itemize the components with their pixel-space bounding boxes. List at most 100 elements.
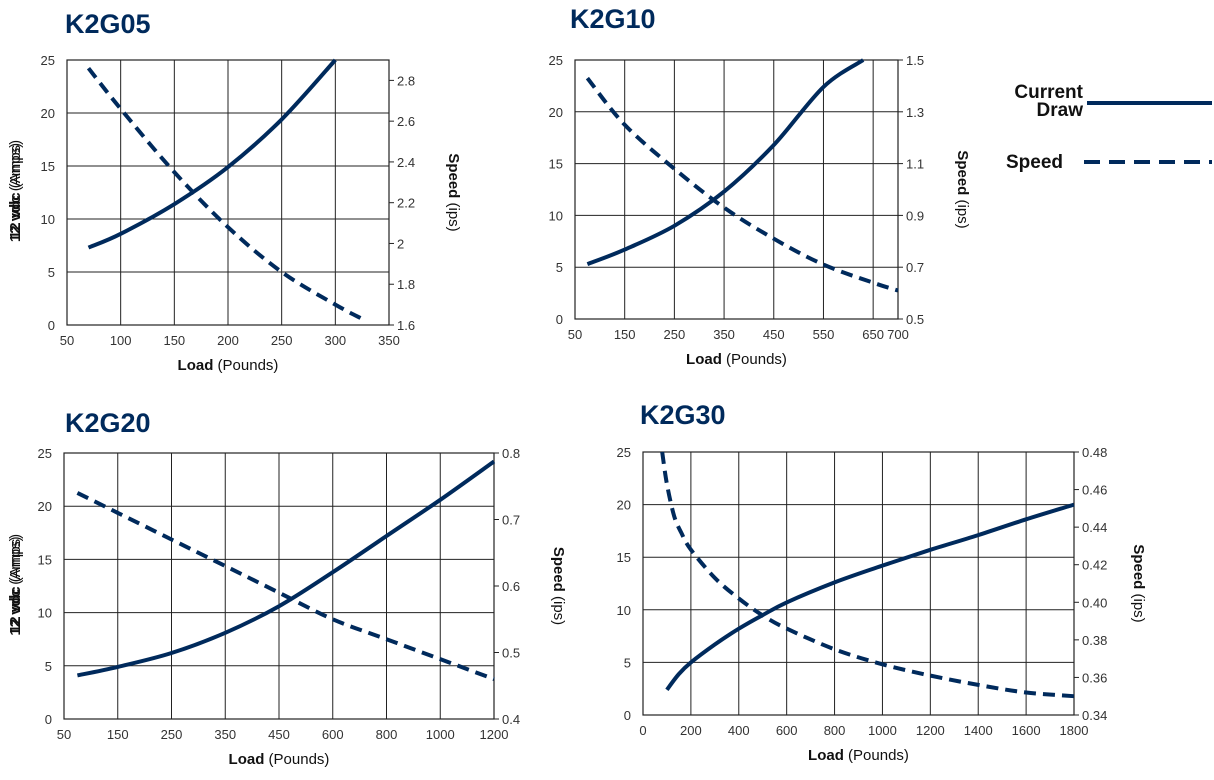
current-series-line	[87, 58, 337, 250]
y-tick-label: 0	[556, 312, 563, 327]
y-tick-label: 15	[38, 552, 52, 567]
y2-tick-label: 0.7	[906, 260, 924, 275]
y2-tick-label: 0.5	[502, 646, 520, 661]
y2-tick-label: 0.6	[502, 579, 520, 594]
y2-tick-label: 1.3	[906, 105, 924, 120]
chart-title: K2G10	[570, 4, 656, 34]
y-tick-label: 20	[617, 498, 631, 513]
legend-label-speed: Speed	[1006, 152, 1063, 173]
y2-axis-label: Speed (ips)	[954, 150, 971, 228]
x-tick-label: 250	[271, 333, 293, 348]
y-tick-label: 0	[624, 708, 631, 723]
y2-tick-label: 0.4	[502, 712, 520, 727]
y-tick-label: 10	[41, 212, 55, 227]
y-tick-label: 5	[624, 655, 631, 670]
x-tick-label: 100	[110, 333, 132, 348]
x-tick-label: 1800	[1060, 723, 1089, 738]
x-tick-label: 1600	[1012, 723, 1041, 738]
x-tick-label: 50	[57, 727, 71, 742]
x-tick-label: 450	[268, 727, 290, 742]
x-tick-label: 700	[887, 327, 909, 342]
y-tick-label: 15	[617, 550, 631, 565]
x-tick-label: 400	[728, 723, 750, 738]
y-tick-label: 20	[38, 499, 52, 514]
y2-tick-label: 2.4	[397, 155, 415, 170]
x-tick-label: 50	[568, 327, 582, 342]
x-tick-label: 1000	[868, 723, 897, 738]
y-tick-label: 25	[38, 446, 52, 461]
x-tick-label: 350	[214, 727, 236, 742]
speed-series-line	[86, 66, 364, 321]
speed-series-line	[660, 451, 1075, 699]
y-tick-label: 20	[41, 106, 55, 121]
x-tick-label: 1200	[916, 723, 945, 738]
y2-tick-label: 0.48	[1082, 445, 1107, 460]
current-series-line	[76, 459, 496, 678]
chart-title: K2G30	[640, 400, 726, 430]
x-tick-label: 800	[376, 727, 398, 742]
x-tick-label: 350	[713, 327, 735, 342]
y2-tick-label: 1.6	[397, 318, 415, 333]
x-tick-label: 450	[763, 327, 785, 342]
y2-axis-label: Speed (ips)	[550, 547, 567, 625]
y-tick-label: 25	[617, 445, 631, 460]
x-tick-label: 600	[776, 723, 798, 738]
x-tick-label: 150	[163, 333, 185, 348]
y2-tick-label: 0.8	[502, 446, 520, 461]
y-axis-label: 12 vdc (Amps)	[7, 534, 24, 633]
y-tick-label: 20	[549, 105, 563, 120]
y-tick-label: 0	[48, 318, 55, 333]
plot-frame	[642, 451, 1075, 716]
plot-frame	[66, 59, 390, 326]
y2-tick-label: 0.34	[1082, 708, 1107, 723]
x-tick-label: 200	[217, 333, 239, 348]
x-tick-label: 250	[161, 727, 183, 742]
legend: Current Draw Speed	[1006, 82, 1212, 173]
x-tick-label: 300	[324, 333, 346, 348]
y-axis-label: 12 vdc (Amps)	[7, 143, 24, 242]
x-tick-label: 250	[664, 327, 686, 342]
y-axis-label: 12 vdc (Amps)	[7, 536, 24, 635]
x-tick-label: 50	[60, 333, 74, 348]
y2-axis-label: Speed (ips)	[445, 153, 462, 231]
y-tick-label: 10	[549, 208, 563, 223]
x-axis-label: Load (Pounds)	[686, 351, 787, 368]
y2-tick-label: 0.7	[502, 513, 520, 528]
x-tick-label: 1200	[480, 727, 509, 742]
chart-panel: K2G05 50 100 150 200 250 300 350 0 5 10 15 20 25 1.6 1.…	[7, 9, 462, 374]
y2-tick-label: 0.5	[906, 312, 924, 327]
speed-series-line	[76, 491, 495, 681]
x-tick-label: 350	[378, 333, 400, 348]
y-tick-label: 25	[41, 53, 55, 68]
x-tick-label: 200	[680, 723, 702, 738]
y2-tick-label: 0.40	[1082, 595, 1107, 610]
y2-tick-label: 1.1	[906, 157, 924, 172]
x-tick-label: 150	[107, 727, 129, 742]
chart-panel: K2G20 50 150 250 350 450 600 800 1000 1200 0 5 10 15 2…	[7, 408, 567, 768]
plot-frame	[63, 452, 495, 720]
y-tick-label: 10	[38, 606, 52, 621]
y2-tick-label: 0.46	[1082, 483, 1107, 498]
current-series-line	[665, 502, 1075, 691]
y2-tick-label: 0.38	[1082, 633, 1107, 648]
y-tick-label: 5	[45, 659, 52, 674]
y2-tick-label: 2.2	[397, 196, 415, 211]
x-axis-label: Load (Pounds)	[808, 747, 909, 764]
y-tick-label: 25	[549, 53, 563, 68]
y2-tick-label: 0.36	[1082, 670, 1107, 685]
x-tick-label: 1400	[964, 723, 993, 738]
y-tick-label: 0	[45, 712, 52, 727]
y2-tick-label: 2.6	[397, 114, 415, 129]
y2-tick-label: 0.9	[906, 208, 924, 223]
y2-axis-label: Speed (ips)	[1130, 544, 1147, 622]
y2-tick-label: 0.42	[1082, 558, 1107, 573]
x-tick-label: 0	[639, 723, 646, 738]
y2-tick-label: 2.8	[397, 73, 415, 88]
y-tick-label: 5	[48, 265, 55, 280]
y-tick-label: 15	[549, 157, 563, 172]
y-tick-label: 15	[41, 159, 55, 174]
x-axis-label: Load (Pounds)	[229, 751, 330, 768]
